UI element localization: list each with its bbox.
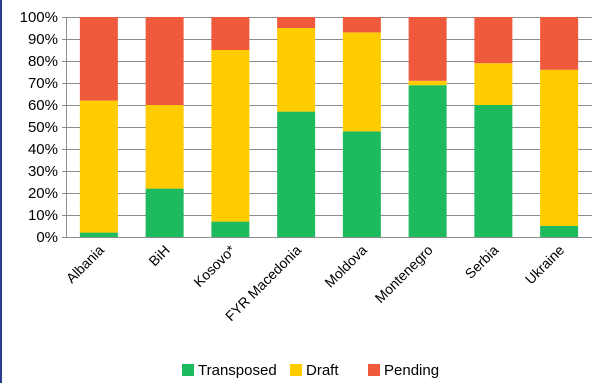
y-tick-label: 80% <box>28 53 58 70</box>
bar-segment-transposed-3 <box>277 111 316 237</box>
bar-segment-draft-4 <box>342 32 381 132</box>
bar-segment-transposed-7 <box>540 226 579 237</box>
bar-segment-pending-6 <box>474 17 513 64</box>
y-tick-label: 60% <box>28 97 58 114</box>
bar-segment-transposed-6 <box>474 105 513 237</box>
y-tick-label: 50% <box>28 119 58 136</box>
legend: Transposed Draft Pending <box>182 362 439 379</box>
bar-segment-draft-2 <box>211 50 250 222</box>
x-category-label: Montenegro <box>372 242 436 306</box>
y-tick-label: 10% <box>28 207 58 224</box>
bar-segment-pending-0 <box>79 17 118 101</box>
axes <box>62 17 592 238</box>
y-tick-label: 90% <box>28 31 58 48</box>
bar-segment-draft-7 <box>540 69 579 226</box>
gridlines <box>66 17 592 216</box>
y-tick-label: 70% <box>28 75 58 92</box>
bar-segment-draft-5 <box>408 80 447 86</box>
bars <box>79 17 579 237</box>
bar-segment-transposed-0 <box>79 232 118 237</box>
bar-segment-draft-1 <box>145 105 184 189</box>
x-category-label: Albania <box>63 242 107 286</box>
y-tick-label: 0% <box>36 229 58 246</box>
y-tick-label: 20% <box>28 185 58 202</box>
bar-segment-pending-5 <box>408 17 447 81</box>
legend-swatch-pending <box>368 364 380 376</box>
bar-segment-transposed-2 <box>211 221 250 237</box>
x-category-label: BiH <box>145 242 172 269</box>
bar-segment-pending-4 <box>342 17 381 33</box>
bar-segment-pending-1 <box>145 17 184 105</box>
bar-segment-draft-0 <box>79 100 118 233</box>
bar-segment-draft-3 <box>277 28 316 112</box>
y-axis-tick-labels: 0% 10% 20% 30% 40% 50% 60% 70% 80% 90% 100% <box>20 9 58 246</box>
bar-segment-transposed-4 <box>342 131 381 237</box>
bar-segment-draft-6 <box>474 63 513 105</box>
x-category-label: Ukraine <box>522 242 568 288</box>
y-tick-label: 40% <box>28 141 58 158</box>
x-category-label: Moldova <box>321 242 370 291</box>
x-category-label: Serbia <box>462 242 502 282</box>
y-tick-label: 30% <box>28 163 58 180</box>
legend-swatch-draft <box>290 364 302 376</box>
bar-segment-transposed-1 <box>145 188 184 237</box>
legend-label-pending: Pending <box>384 362 439 379</box>
x-axis-category-labels: Albania BiH Kosovo*FYR Macedonia Moldova Mon… <box>63 241 568 324</box>
bar-segment-pending-7 <box>540 17 579 70</box>
bar-segment-pending-3 <box>277 17 316 28</box>
bar-segment-transposed-5 <box>408 85 447 237</box>
x-category-label: Kosovo* <box>190 241 239 290</box>
bar-segment-pending-2 <box>211 17 250 50</box>
legend-swatch-transposed <box>182 364 194 376</box>
legend-label-transposed: Transposed <box>198 362 277 379</box>
y-tick-label: 100% <box>20 9 58 26</box>
legend-label-draft: Draft <box>306 362 339 379</box>
